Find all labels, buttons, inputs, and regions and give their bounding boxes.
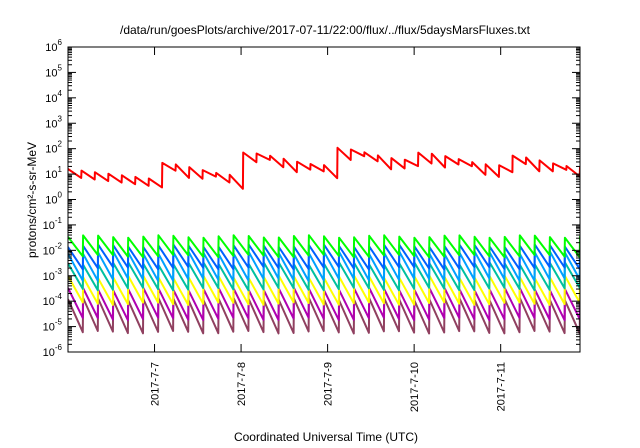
x-tick-label: 2017-7-7 — [150, 362, 162, 406]
y-tick-label: 105 — [45, 63, 62, 79]
x-axis-label: Coordinated Universal Time (UTC) — [234, 430, 418, 444]
y-tick-label: 106 — [45, 38, 62, 54]
x-tick-label: 2017-7-11 — [496, 362, 508, 411]
chart-title: /data/run/goesPlots/archive/2017-07-11/2… — [120, 23, 531, 37]
y-tick-label: 10-1 — [43, 216, 63, 232]
y-tick-label: 10-3 — [43, 267, 63, 283]
series-line — [68, 146, 580, 190]
y-axis-label: protons/cm²-s-sr-MeV — [25, 142, 39, 258]
plot-area: 106 105 104 103 102 101 100 10-1 10-2 10-3 10-4 10-… — [43, 38, 581, 412]
y-tick-label: 10-6 — [43, 343, 63, 359]
y-tick-label: 100 — [45, 191, 62, 207]
series-line — [68, 234, 580, 259]
y-tick-label: 103 — [45, 114, 62, 130]
x-tick-label: 2017-7-9 — [323, 362, 335, 406]
series-line — [68, 274, 580, 306]
series-group — [68, 146, 580, 335]
x-tick-label: 2017-7-10 — [409, 362, 421, 412]
y-tick-label: 10-2 — [43, 241, 63, 257]
y-tick-label: 104 — [45, 89, 62, 105]
y-tick-label: 10-4 — [43, 292, 63, 308]
y-tick-label: 102 — [45, 140, 62, 156]
y-tick-label: 10-5 — [43, 318, 63, 334]
y-tick-label: 101 — [45, 165, 62, 181]
x-tick-label: 2017-7-8 — [236, 362, 248, 406]
